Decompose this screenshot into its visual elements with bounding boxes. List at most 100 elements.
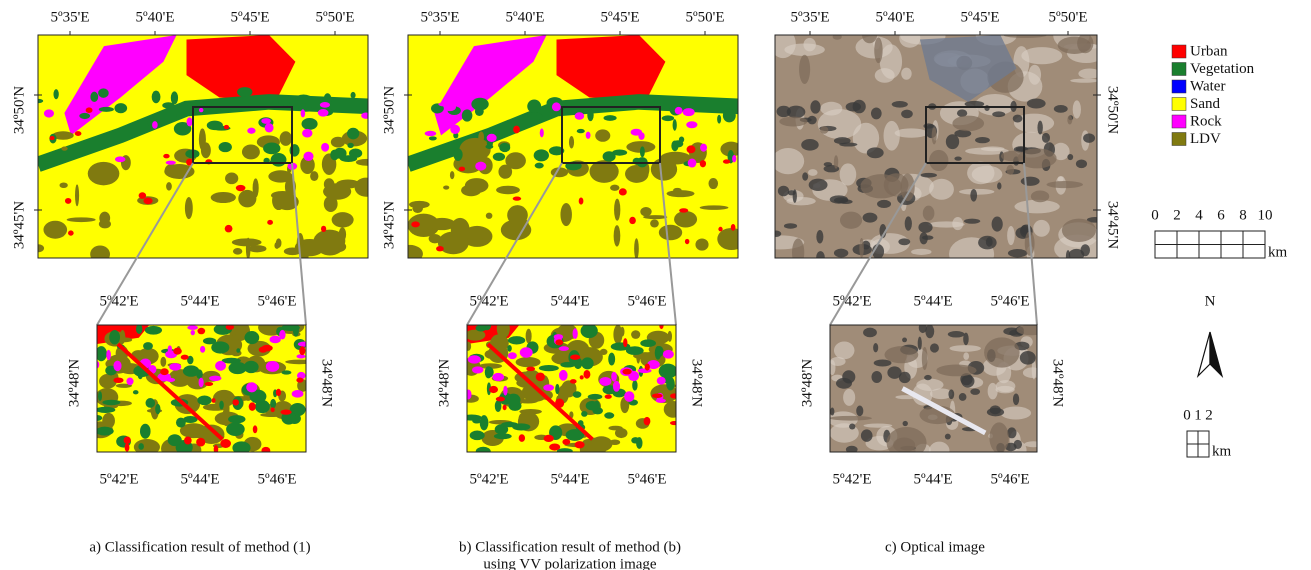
map-patch <box>86 107 93 113</box>
map-patch <box>1047 181 1083 188</box>
map-patch <box>1001 151 1026 162</box>
map-patch <box>253 425 258 433</box>
map-patch <box>605 394 612 398</box>
map-patch <box>397 245 423 263</box>
map-patch <box>863 213 878 223</box>
map-patch <box>296 378 303 383</box>
map-patch <box>496 397 505 402</box>
map-patch <box>1033 220 1050 237</box>
map-patch <box>324 178 335 190</box>
map-patch <box>718 227 722 232</box>
map-patch <box>225 398 230 418</box>
inset-bottom-label: 5º42'E <box>469 471 508 487</box>
map-patch <box>1083 133 1095 143</box>
map-patch <box>106 350 111 360</box>
legend-label: Sand <box>1190 96 1221 112</box>
map-patch <box>717 228 745 250</box>
map-patch <box>922 235 933 240</box>
inset-top-label: 5º46'E <box>627 293 666 309</box>
map-patch <box>1027 98 1046 108</box>
map-patch <box>211 341 229 353</box>
map-patch <box>185 197 193 219</box>
map-patch <box>905 216 912 230</box>
map-top-label: 5º50'E <box>315 9 354 25</box>
map-patch <box>125 443 130 451</box>
map-patch <box>929 179 954 200</box>
map-patch <box>675 107 683 115</box>
map-patch <box>723 159 730 163</box>
map-patch <box>503 405 507 411</box>
map-patch <box>160 357 166 367</box>
map-patch <box>786 197 815 205</box>
map-patch <box>898 238 910 245</box>
map-patch <box>987 408 1004 417</box>
map-patch <box>513 196 521 200</box>
map-patch <box>246 382 257 392</box>
map-patch <box>61 147 67 151</box>
map-patch <box>1069 249 1085 261</box>
map-patch <box>921 173 937 178</box>
map-patch <box>301 109 306 117</box>
map-patch <box>586 401 599 411</box>
map-patch <box>580 375 584 379</box>
inset-map <box>87 319 313 459</box>
map-patch <box>624 391 634 402</box>
map-patch <box>657 377 666 385</box>
map-patch <box>540 128 544 137</box>
map-patch <box>320 102 330 108</box>
map-patch <box>236 185 246 191</box>
map-patch <box>700 160 706 167</box>
map-patch <box>321 226 326 232</box>
map-patch <box>614 199 620 221</box>
map-patch <box>138 443 144 450</box>
map-patch <box>145 326 162 335</box>
map-patch <box>507 345 512 352</box>
map-patch <box>187 325 198 329</box>
map-patch <box>114 103 127 113</box>
map-patch <box>1042 133 1050 143</box>
map-patch <box>494 433 512 439</box>
map-patch <box>945 434 951 440</box>
inset-bottom-label: 5º44'E <box>913 471 952 487</box>
map-patch <box>679 208 688 212</box>
map-patch <box>577 129 585 133</box>
map-patch <box>700 205 729 210</box>
map-patch <box>489 386 498 393</box>
inset-top-label: 5º42'E <box>832 293 871 309</box>
map-patch <box>861 429 873 441</box>
map-patch <box>586 132 591 139</box>
map-patch <box>816 230 823 244</box>
map-patch <box>840 212 862 229</box>
scale-bar-label: 8 <box>1239 207 1247 223</box>
map-patch <box>673 119 677 131</box>
map-patch <box>963 352 969 360</box>
map-patch <box>615 428 627 438</box>
map-patch <box>98 88 109 97</box>
map <box>397 35 746 263</box>
map-patch <box>1000 407 1031 420</box>
map-patch <box>650 219 659 227</box>
map-patch <box>276 389 281 396</box>
north-arrow: N <box>1198 293 1222 376</box>
map-patch <box>99 107 114 112</box>
map-patch <box>302 118 318 130</box>
map-patch <box>663 350 674 359</box>
map-patch <box>1031 190 1049 202</box>
map-patch <box>843 389 855 406</box>
map-patch <box>199 378 204 388</box>
map-patch <box>526 329 532 344</box>
map-patch <box>918 222 932 233</box>
map-patch <box>324 196 338 212</box>
map-patch <box>695 239 708 251</box>
map-patch <box>49 136 54 140</box>
scale-bar-label: 2 <box>1205 407 1213 423</box>
inset-top-label: 5º46'E <box>257 293 296 309</box>
map-patch <box>478 131 484 143</box>
map-patch <box>271 407 275 412</box>
map-patch <box>143 342 153 350</box>
map-patch <box>573 391 582 398</box>
map-patch <box>787 106 806 119</box>
map-patch <box>140 424 151 439</box>
map <box>756 21 1105 271</box>
map-patch <box>809 179 828 191</box>
